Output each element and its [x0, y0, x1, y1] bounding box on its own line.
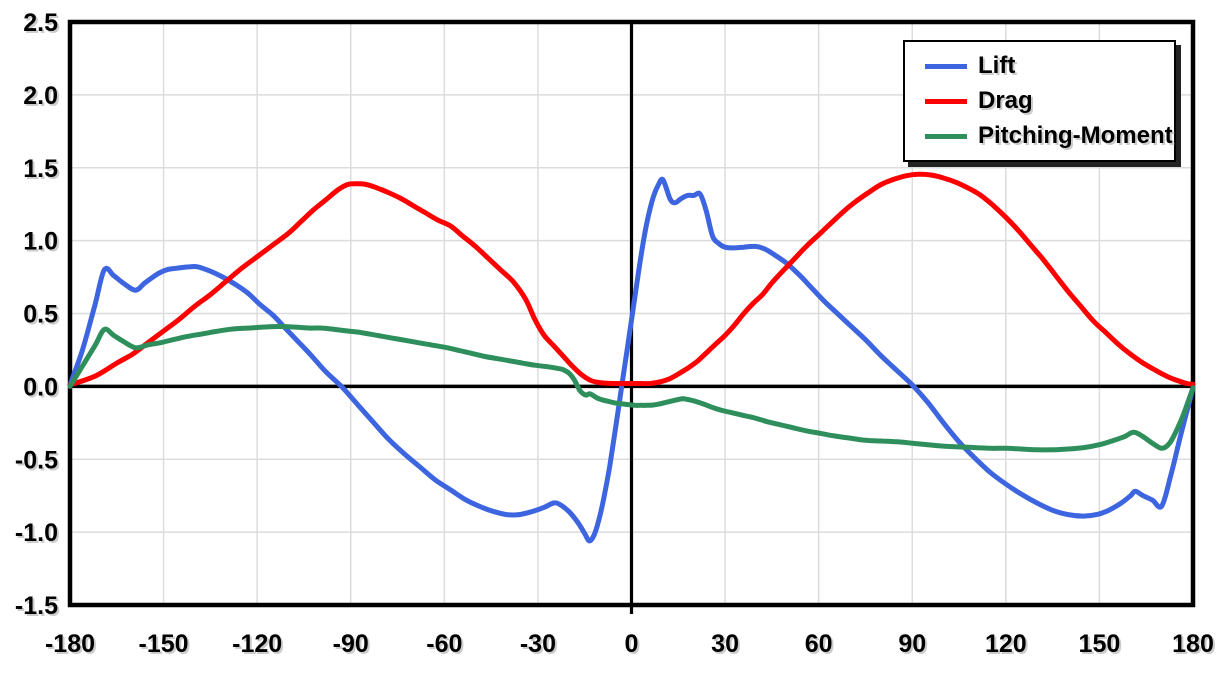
y-tick-label: -1.0 — [15, 519, 58, 547]
y-tick-label: -1.5 — [15, 592, 58, 620]
y-tick-label: 2.5 — [23, 9, 58, 37]
chart-legend: Lift Drag Pitching-Moment — [903, 40, 1176, 162]
plot-border — [67, 19, 1196, 608]
pitching-moment-line-swatch — [925, 133, 967, 139]
x-tick-label: 180 — [1172, 630, 1214, 658]
x-tick-label: 0 — [625, 630, 639, 658]
y-tick-label: 2.0 — [23, 82, 58, 110]
legend-item-lift: Lift — [925, 53, 1168, 79]
y-tick-label: 0.5 — [23, 301, 58, 329]
y-tick-label: 0.0 — [23, 373, 58, 401]
legend-label-drag: Drag — [978, 87, 1033, 114]
x-tick-label: -150 — [139, 630, 189, 658]
y-tick-label: -0.5 — [15, 446, 58, 474]
legend-label-pitching-moment: Pitching-Moment — [978, 122, 1173, 149]
x-tick-label: -180 — [45, 630, 95, 658]
lift-curve — [67, 176, 1196, 544]
x-tick-label: 150 — [1079, 630, 1121, 658]
x-tick-label: -30 — [520, 630, 556, 658]
pitching-moment-curve — [67, 324, 1196, 453]
x-tick-label: -120 — [232, 630, 282, 658]
x-tick-label: 60 — [805, 630, 833, 658]
drag-curve — [67, 171, 1196, 388]
x-tick-label: 90 — [898, 630, 926, 658]
x-tick-label: 120 — [985, 630, 1027, 658]
drag-line-swatch — [925, 98, 967, 104]
x-tick-label: 30 — [711, 630, 739, 658]
legend-item-drag: Drag — [925, 88, 1168, 114]
y-tick-label: 1.5 — [23, 155, 58, 183]
x-tick-label: -90 — [333, 630, 369, 658]
y-tick-label: 1.0 — [23, 228, 58, 256]
legend-item-pitching-moment: Pitching-Moment — [925, 123, 1173, 149]
x-tick-label: -60 — [426, 630, 462, 658]
legend-label-lift: Lift — [978, 52, 1016, 79]
lift-line-swatch — [925, 63, 967, 69]
